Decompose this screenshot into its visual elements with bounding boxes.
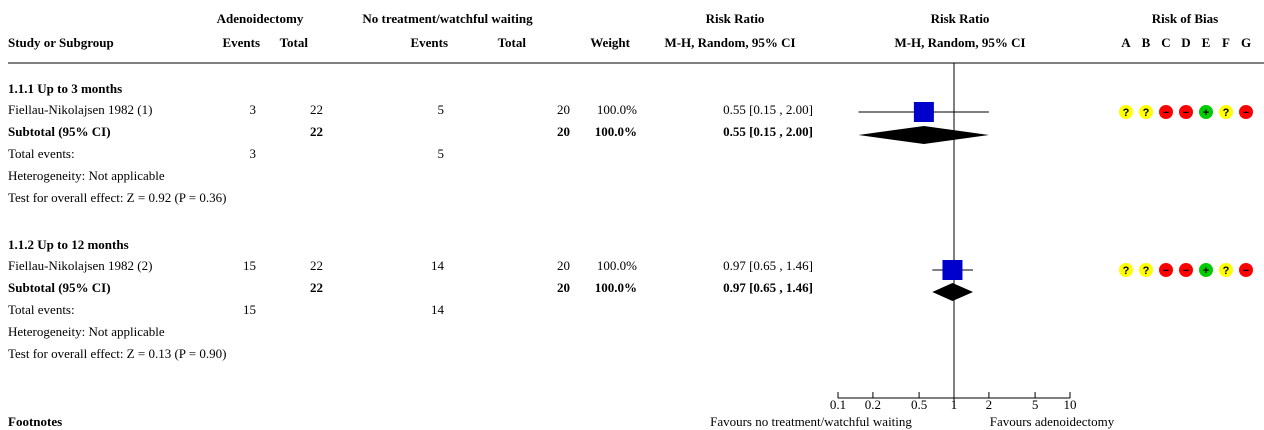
- study-total1: 22: [310, 258, 323, 273]
- study-ci: 0.55 [0.15 , 2.00]: [723, 102, 813, 117]
- x-tick-label: 0.2: [865, 397, 881, 412]
- rob-circle: [1119, 105, 1133, 119]
- total2-header: Total: [497, 35, 526, 50]
- subtotal-label: Subtotal (95% CI): [8, 124, 111, 139]
- overall-effect-text: Test for overall effect: Z = 0.13 (P = 0…: [8, 346, 227, 361]
- x-tick-label: 10: [1064, 397, 1077, 412]
- rob-circle: [1139, 105, 1153, 119]
- rob-letter-b: B: [1141, 35, 1151, 50]
- total-events2: 14: [431, 302, 444, 317]
- rob-symbol: ?: [1123, 107, 1130, 119]
- subtotal-diamond: [932, 283, 974, 301]
- rob-symbol: −: [1183, 107, 1189, 119]
- group2-header: No treatment/watchful waiting: [362, 11, 533, 26]
- study-weight: 100.0%: [596, 102, 637, 117]
- rob-circle: [1179, 105, 1193, 119]
- total-events-label: Total events:: [8, 146, 75, 161]
- overall-effect-text: Test for overall effect: Z = 0.92 (P = 0…: [8, 190, 227, 205]
- total-events-label: Total events:: [8, 302, 75, 317]
- rob-circle: [1199, 263, 1213, 277]
- rob-circle: [1199, 105, 1213, 119]
- study-events2: 14: [431, 258, 444, 273]
- rob-symbol: ?: [1123, 265, 1130, 277]
- subtotal-weight: 100.0%: [594, 124, 637, 139]
- x-tick-label: 1: [951, 397, 958, 412]
- x-tick-label: 0.5: [911, 397, 927, 412]
- rob-letter-f: F: [1222, 35, 1230, 50]
- rob-letter-d: D: [1181, 35, 1191, 50]
- study-total2: 20: [557, 258, 570, 273]
- favours-left-label: Favours no treatment/watchful waiting: [710, 414, 912, 429]
- events1-header: Events: [222, 35, 260, 50]
- rob-letter-a: A: [1121, 35, 1131, 50]
- subtotal-ci: 0.55 [0.15 , 2.00]: [723, 124, 813, 139]
- events2-header: Events: [410, 35, 448, 50]
- rob-symbol: ?: [1223, 265, 1230, 277]
- subtotal-ci: 0.97 [0.65 , 1.46]: [723, 280, 813, 295]
- rob-circle: [1159, 263, 1173, 277]
- group1-header: Adenoidectomy: [216, 11, 304, 26]
- study-total2: 20: [557, 102, 570, 117]
- rob-circle: [1219, 105, 1233, 119]
- subgroup-title: 1.1.1 Up to 3 months: [8, 81, 123, 96]
- rob-symbol: ?: [1143, 107, 1150, 119]
- x-tick-label: 5: [1032, 397, 1039, 412]
- rob-circle: [1239, 105, 1253, 119]
- total-events1: 3: [249, 146, 257, 161]
- point-estimate-square: [942, 260, 963, 280]
- rob-symbol: ?: [1143, 265, 1150, 277]
- study-total1: 22: [310, 102, 323, 117]
- x-tick-label: 2: [986, 397, 993, 412]
- point-estimate-square: [913, 102, 934, 122]
- weight-header: Weight: [590, 35, 630, 50]
- x-tick-label: 0.1: [830, 397, 846, 412]
- favours-right-label: Favours adenoidectomy: [990, 414, 1115, 429]
- subgroup-title: 1.1.2 Up to 12 months: [8, 237, 129, 252]
- total1-header: Total: [279, 35, 308, 50]
- heterogeneity-text: Heterogeneity: Not applicable: [8, 168, 165, 183]
- study-name: Fiellau-Nikolajsen 1982 (2): [8, 258, 153, 273]
- study-weight: 100.0%: [596, 258, 637, 273]
- rob-circle: [1119, 263, 1133, 277]
- subtotal-diamond: [858, 126, 989, 144]
- rr-plot-method-header: M-H, Random, 95% CI: [894, 35, 1026, 50]
- study-header: Study or Subgroup: [8, 35, 114, 50]
- rr-plot-header-title: Risk Ratio: [930, 11, 990, 26]
- study-ci: 0.97 [0.65 , 1.46]: [723, 258, 813, 273]
- rob-symbol: −: [1243, 107, 1249, 119]
- rob-symbol: −: [1243, 265, 1249, 277]
- rob-letter-e: E: [1201, 35, 1211, 50]
- rob-circle: [1219, 263, 1233, 277]
- total-events1: 15: [243, 302, 256, 317]
- study-events2: 5: [437, 102, 445, 117]
- study-events1: 15: [243, 258, 256, 273]
- rob-symbol: −: [1183, 265, 1189, 277]
- rob-symbol: −: [1163, 107, 1169, 119]
- heterogeneity-text: Heterogeneity: Not applicable: [8, 324, 165, 339]
- rob-circle: [1159, 105, 1173, 119]
- rob-symbol: +: [1203, 107, 1209, 119]
- subtotal-total2: 20: [557, 124, 570, 139]
- study-events1: 3: [249, 102, 257, 117]
- total-events2: 5: [437, 146, 445, 161]
- rob-letter-c: C: [1161, 35, 1171, 50]
- rob-circle: [1239, 263, 1253, 277]
- rr-method-header: M-H, Random, 95% CI: [664, 35, 796, 50]
- subtotal-total2: 20: [557, 280, 570, 295]
- rob-circle: [1139, 263, 1153, 277]
- rob-header-title: Risk of Bias: [1151, 11, 1219, 26]
- subtotal-total1: 22: [310, 280, 323, 295]
- subtotal-label: Subtotal (95% CI): [8, 280, 111, 295]
- rr-header-title: Risk Ratio: [705, 11, 765, 26]
- rob-letter-g: G: [1240, 35, 1252, 50]
- subtotal-total1: 22: [310, 124, 323, 139]
- rob-circle: [1179, 263, 1193, 277]
- footnotes-heading: Footnotes: [8, 414, 63, 429]
- subtotal-weight: 100.0%: [594, 280, 637, 295]
- study-name: Fiellau-Nikolajsen 1982 (1): [8, 102, 153, 117]
- rob-symbol: +: [1203, 265, 1209, 277]
- rob-symbol: −: [1163, 265, 1169, 277]
- rob-symbol: ?: [1223, 107, 1230, 119]
